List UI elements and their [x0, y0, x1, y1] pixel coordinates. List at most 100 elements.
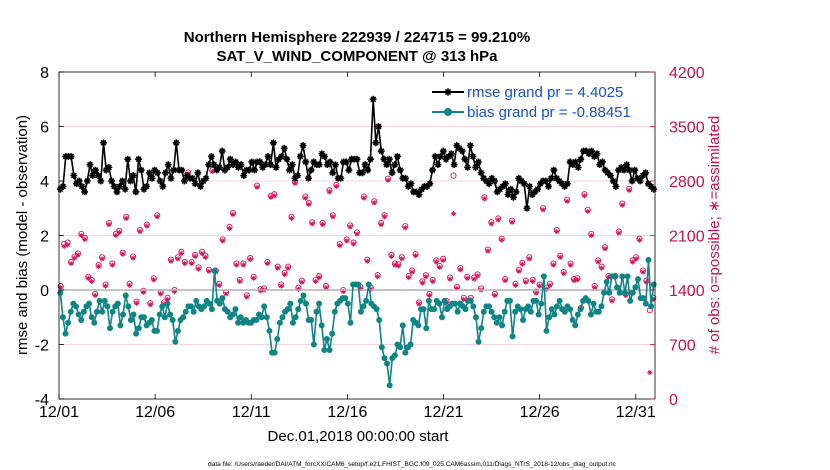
obs-assimilated-marker [175, 256, 181, 262]
bias-point [493, 319, 500, 326]
obs-assimilated-marker [388, 253, 395, 260]
rmse-point [181, 177, 188, 185]
rmse-point [105, 163, 113, 171]
rmse-point [547, 174, 555, 182]
bias-point [167, 311, 174, 318]
obs-assimilated-marker [430, 278, 436, 285]
rmse-point [423, 183, 431, 190]
obs-assimilated-marker [75, 252, 81, 258]
rmse-point [194, 169, 202, 177]
rmse-point [210, 161, 218, 169]
bias-point [86, 300, 93, 307]
rmse-point [404, 183, 412, 190]
bias-point [509, 333, 516, 340]
y-tick-label: -2 [35, 338, 49, 355]
bias-point [180, 314, 187, 321]
rmse-point [81, 188, 89, 196]
rmse-point [504, 191, 512, 199]
rmse-point [609, 177, 617, 185]
rmse-point [550, 166, 558, 174]
obs-assimilated-marker [195, 266, 202, 272]
bias-point [172, 338, 179, 345]
x-tick-label: 12/21 [423, 404, 463, 421]
rmse-point [426, 180, 434, 188]
bias-point [253, 316, 260, 323]
rmse-point [383, 161, 391, 169]
bias-point [540, 273, 547, 280]
obs-assimilated-marker [599, 265, 605, 271]
bias-point [640, 295, 647, 302]
rmse-point [92, 166, 99, 174]
chart-title-line2: SAT_V_WIND_COMPONENT @ 313 hPa [216, 48, 498, 65]
obs-assimilated-marker [223, 291, 229, 297]
obs-assimilated-marker [540, 207, 546, 213]
rmse-point [59, 183, 67, 190]
bias-point [527, 308, 534, 315]
rmse-point [83, 177, 91, 185]
rmse-point [491, 177, 498, 185]
rmse-point [156, 177, 164, 185]
y-right-tick-label: 2800 [669, 174, 705, 191]
rmse-point [207, 153, 215, 160]
bias-point [188, 303, 195, 310]
obs-assimilated-marker [636, 237, 643, 243]
bias-point [519, 316, 526, 323]
bias-point [472, 314, 479, 321]
rmse-point [639, 172, 647, 179]
obs-assimilated-marker [402, 225, 408, 231]
rmse-point [526, 183, 533, 190]
obs-assimilated-marker [364, 258, 370, 264]
bias-point [397, 344, 404, 351]
obs-assimilated-marker [313, 278, 319, 285]
y-right-tick-label: 2100 [669, 229, 705, 246]
obs-assimilated-marker [337, 243, 343, 249]
bias-point [99, 308, 106, 315]
bias-point [289, 319, 296, 326]
bias-point [211, 267, 218, 274]
bias-point [59, 314, 66, 321]
obs-assimilated-marker [116, 229, 122, 235]
obs-assimilated-marker [171, 288, 178, 295]
rmse-point [607, 172, 614, 179]
obs-assimilated-marker [96, 264, 102, 270]
bias-point [525, 303, 532, 310]
rmse-point [439, 147, 447, 155]
chart-title-line1: Northern Hemisphere 222939 / 224715 = 99… [184, 29, 530, 46]
bias-point [276, 319, 283, 326]
rmse-point [634, 174, 641, 182]
obs-assimilated-marker [595, 259, 601, 265]
legend-rmse-star [444, 88, 452, 96]
rmse-point [202, 174, 210, 182]
rmse-point [431, 153, 439, 160]
rmse-point [391, 161, 399, 169]
rmse-point [332, 161, 339, 169]
rmse-point [189, 174, 196, 182]
rmse-point [625, 166, 633, 174]
bias-point [300, 292, 307, 299]
obs-assimilated-marker [154, 214, 160, 220]
obs-assimilated-marker [395, 263, 401, 269]
rmse-series [56, 95, 658, 212]
x-tick-label: 12/06 [135, 404, 175, 421]
obs-assimilated-marker [409, 269, 415, 275]
bias-point [355, 281, 362, 288]
rmse-point [272, 163, 280, 171]
rmse-point [488, 174, 496, 182]
y-tick-label: 4 [40, 174, 49, 191]
series-layer [56, 95, 658, 389]
rmse-point [151, 166, 159, 174]
obs-assimilated-marker [82, 236, 88, 242]
rmse-point [329, 169, 337, 177]
bias-point [499, 322, 506, 329]
rmse-point [555, 177, 563, 185]
obs-assimilated-marker [588, 232, 594, 239]
obs-assimilated-marker [168, 258, 174, 264]
bias-point [496, 314, 503, 321]
obs-assimilated-marker [309, 221, 315, 227]
legend: rmse grand pr = 4.4025 bias grand pr = -… [428, 77, 650, 125]
rmse-point [89, 172, 97, 179]
rmse-point [375, 123, 382, 130]
bias-point [232, 306, 239, 313]
x-tick-label: 12/01 [39, 404, 79, 421]
bias-point [517, 306, 524, 313]
